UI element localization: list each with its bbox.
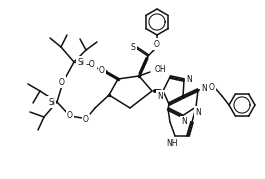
Text: –O: –O [86, 59, 96, 69]
Text: OH: OH [155, 64, 167, 74]
Text: O: O [83, 115, 89, 125]
Text: N: N [201, 83, 207, 93]
Text: O: O [67, 112, 73, 120]
Text: NH: NH [166, 139, 178, 149]
Text: N: N [186, 74, 192, 83]
Text: O: O [209, 83, 215, 91]
Text: O: O [154, 40, 160, 49]
Text: Si: Si [77, 57, 84, 67]
Text: O: O [99, 66, 105, 74]
Text: O: O [59, 78, 65, 86]
Text: Si: Si [48, 98, 55, 107]
Text: N: N [195, 108, 201, 117]
Text: N: N [181, 117, 187, 127]
Text: N: N [157, 91, 163, 100]
Text: S: S [131, 42, 135, 52]
